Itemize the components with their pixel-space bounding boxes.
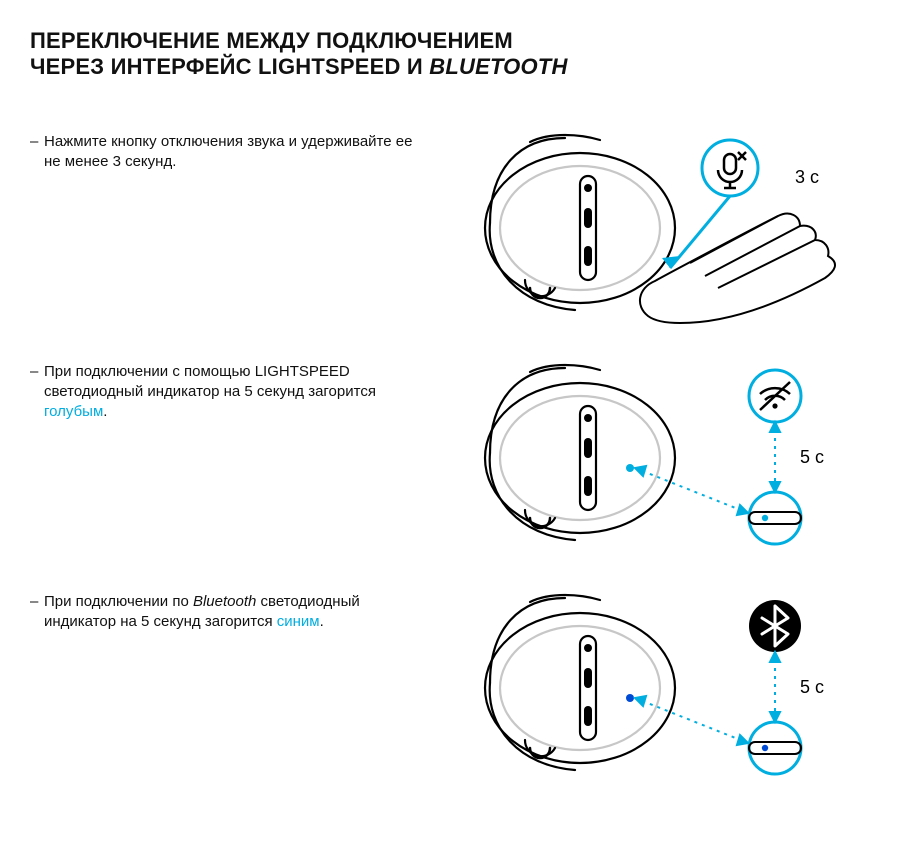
step-2-text: –При подключении с помощью LIGHTSPEED св… [30, 358, 430, 423]
step-2-figure: 5 с [430, 358, 887, 558]
hand-press-icon [640, 214, 835, 323]
bluetooth-callout-icon [749, 600, 801, 652]
wireless-callout-icon [749, 370, 801, 422]
step-3-text-a: При подключении по [44, 593, 193, 610]
step-3-highlight: синим [277, 613, 320, 630]
step-3: –При подключении по Bluetooth светодиодн… [30, 588, 887, 788]
step-3-text: –При подключении по Bluetooth светодиодн… [30, 588, 430, 633]
step-1-duration: 3 с [795, 167, 819, 187]
led-detail-icon [749, 722, 801, 774]
step-2-highlight: голубым [44, 403, 103, 420]
step-2-text-b: . [103, 403, 107, 420]
led-indicator-icon [626, 464, 634, 472]
step-3-text-c: . [320, 613, 324, 630]
step-2-duration: 5 с [800, 447, 824, 467]
headset-earcup-icon [485, 135, 675, 310]
step-3-italic: Bluetooth [193, 593, 256, 610]
step-1: –Нажмите кнопку отключения звука и удерж… [30, 128, 887, 328]
step-3-duration: 5 с [800, 677, 824, 697]
headset-earcup-icon [485, 365, 675, 540]
page-title: ПЕРЕКЛЮЧЕНИЕ МЕЖДУ ПОДКЛЮЧЕНИЕМ ЧЕРЕЗ ИН… [30, 28, 887, 80]
led-detail-icon [749, 492, 801, 544]
step-2-text-a: При подключении с помощью LIGHTSPEED све… [44, 363, 376, 400]
step-1-figure: 3 с [430, 128, 887, 328]
headset-earcup-icon [485, 595, 675, 770]
step-3-figure: 5 с [430, 588, 887, 788]
led-indicator-icon [626, 694, 634, 702]
step-2: –При подключении с помощью LIGHTSPEED св… [30, 358, 887, 558]
title-line2a: ЧЕРЕЗ ИНТЕРФЕЙС LIGHTSPEED И [30, 54, 429, 79]
title-line2b: BLUETOOTH [429, 54, 567, 79]
step-1-text: –Нажмите кнопку отключения звука и удерж… [30, 128, 430, 173]
step-1-text-a: Нажмите кнопку отключения звука и удержи… [44, 133, 412, 170]
title-line1: ПЕРЕКЛЮЧЕНИЕ МЕЖДУ ПОДКЛЮЧЕНИЕМ [30, 28, 513, 53]
